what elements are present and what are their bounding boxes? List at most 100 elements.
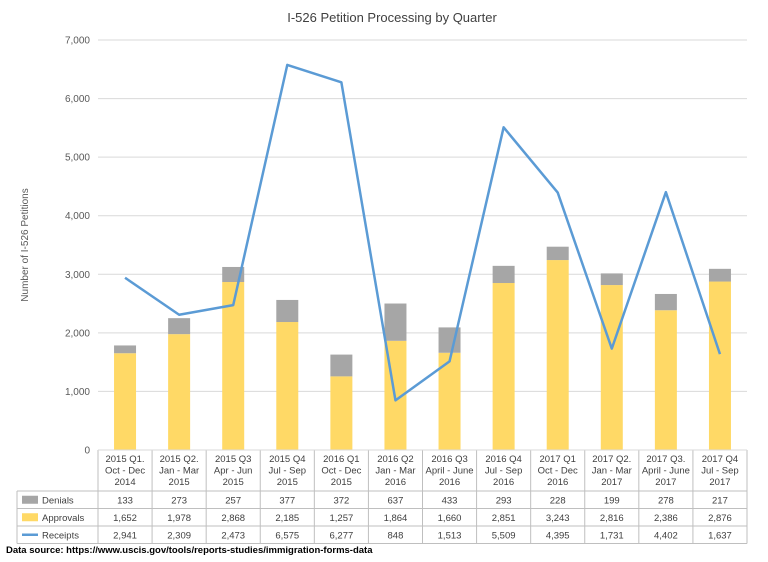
denials-bar — [330, 354, 353, 377]
data-label: 1,257 — [329, 513, 353, 524]
data-label: 848 — [388, 530, 404, 541]
data-label: 257 — [225, 495, 241, 506]
category-label: 2015 — [169, 477, 190, 488]
category-label: Oct - Dec — [105, 466, 145, 477]
legend-label: Receipts — [42, 530, 79, 541]
data-label: 2,941 — [113, 530, 137, 541]
data-label: 6,575 — [275, 530, 299, 541]
y-tick-label: 4,000 — [65, 211, 90, 222]
y-axis-ticks: 0 1,000 2,000 3,000 4,000 5,000 6,000 7,000 — [65, 36, 90, 457]
denials-bar — [654, 293, 677, 311]
category-label: 2017 — [601, 477, 622, 488]
denials-bar — [492, 265, 515, 284]
approvals-bar — [276, 322, 299, 450]
denials-bar — [276, 299, 299, 323]
denials-bar — [708, 268, 731, 282]
category-label: 2015 Q1. — [105, 454, 144, 465]
y-tick-label: 6,000 — [65, 94, 90, 105]
gridlines — [98, 39, 747, 451]
category-label: 2015 Q2. — [160, 454, 199, 465]
category-label: 2017 Q3. — [646, 454, 685, 465]
data-label: 1,660 — [438, 513, 462, 524]
category-label: Jul - Sep — [701, 466, 739, 477]
category-label: 2016 Q2 — [377, 454, 413, 465]
approvals-bar — [168, 334, 191, 450]
data-label: 2,816 — [600, 513, 624, 524]
approvals-bar — [546, 260, 569, 450]
category-label: 2016 — [385, 477, 406, 488]
category-label: 2015 Q3 — [215, 454, 251, 465]
category-label: Jul - Sep — [269, 466, 307, 477]
category-label: 2017 Q1 — [539, 454, 575, 465]
data-label: 217 — [712, 495, 728, 506]
category-label: 2016 Q3 — [431, 454, 467, 465]
data-label: 228 — [550, 495, 566, 506]
denials-bar — [600, 273, 623, 286]
y-tick-label: 3,000 — [65, 270, 90, 281]
category-label: Jan - Mar — [159, 466, 199, 477]
category-label: Apr - Jun — [214, 466, 253, 477]
data-label: 433 — [442, 495, 458, 506]
approvals-bar — [492, 283, 515, 450]
data-label: 293 — [496, 495, 512, 506]
bars — [114, 246, 731, 450]
denials-bar — [546, 246, 569, 261]
category-label: Jan - Mar — [375, 466, 415, 477]
data-source-note: Data source: https://www.uscis.gov/tools… — [6, 545, 373, 556]
category-label: 2014 — [114, 477, 135, 488]
legend-key-approvals — [22, 513, 38, 522]
category-label: Jul - Sep — [485, 466, 523, 477]
data-label: 273 — [171, 495, 187, 506]
category-label: April - June — [426, 466, 474, 477]
data-label: 278 — [658, 495, 674, 506]
receipts-line — [124, 63, 722, 402]
approvals-bar — [222, 282, 245, 450]
data-label: 372 — [333, 495, 349, 506]
category-label: Oct - Dec — [538, 466, 578, 477]
data-label: 1,864 — [384, 513, 408, 524]
data-label: 1,513 — [438, 530, 462, 541]
approvals-bar — [600, 285, 623, 450]
data-label: 2,851 — [492, 513, 516, 524]
category-label: 2017 — [655, 477, 676, 488]
category-label: April - June — [642, 466, 690, 477]
approvals-bar — [708, 281, 731, 450]
legend-label: Denials — [42, 495, 74, 506]
data-label: 1,731 — [600, 530, 624, 541]
y-tick-label: 7,000 — [65, 36, 90, 47]
legend-label: Approvals — [42, 513, 84, 524]
category-label: 2016 Q1 — [323, 454, 359, 465]
category-label: 2017 Q2. — [592, 454, 631, 465]
data-label: 5,509 — [492, 530, 516, 541]
denials-bar — [168, 318, 191, 335]
y-tick-label: 0 — [84, 446, 90, 457]
data-label: 1,652 — [113, 513, 137, 524]
data-label: 199 — [604, 495, 620, 506]
category-label: Oct - Dec — [321, 466, 361, 477]
data-label: 2,876 — [708, 513, 732, 524]
data-label: 2,309 — [167, 530, 191, 541]
data-label: 4,395 — [546, 530, 570, 541]
y-tick-label: 5,000 — [65, 153, 90, 164]
data-label: 133 — [117, 495, 133, 506]
data-label: 637 — [388, 495, 404, 506]
y-tick-label: 2,000 — [65, 328, 90, 339]
approvals-bar — [330, 376, 353, 450]
data-label: 377 — [279, 495, 295, 506]
category-label: 2016 — [493, 477, 514, 488]
denials-bar — [384, 303, 407, 341]
legend-key-denials — [22, 495, 38, 504]
category-label: 2015 — [331, 477, 352, 488]
category-label: 2017 — [709, 477, 730, 488]
data-label: 2,386 — [654, 513, 678, 524]
data-label: 4,402 — [654, 530, 678, 541]
category-label: 2015 Q4 — [269, 454, 305, 465]
approvals-bar — [654, 310, 677, 450]
denials-bar — [114, 345, 137, 354]
category-label: 2016 — [439, 477, 460, 488]
data-label: 2,868 — [221, 513, 245, 524]
receipts-series-line — [124, 63, 722, 402]
category-label: 2015 — [223, 477, 244, 488]
category-label: 2016 — [547, 477, 568, 488]
